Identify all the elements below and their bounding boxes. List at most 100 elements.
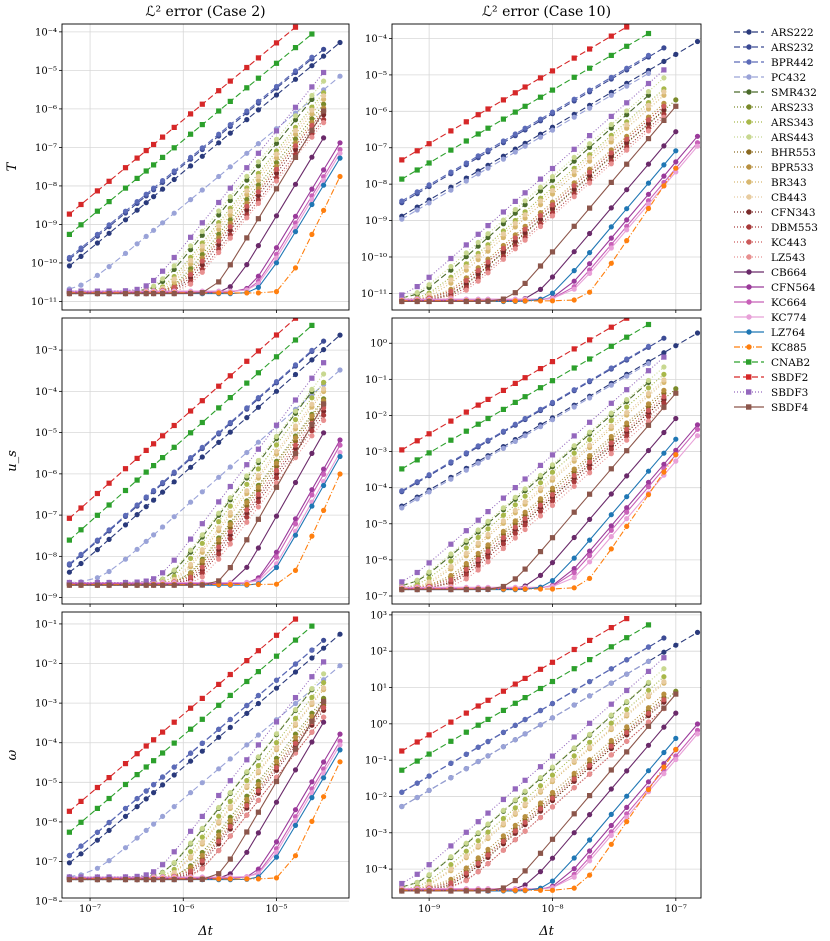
data-point [475, 231, 481, 237]
series-CNAB2 [66, 322, 315, 543]
data-point [645, 723, 652, 729]
data-point [227, 876, 233, 882]
data-point [500, 796, 506, 803]
series-SBDF3 [399, 655, 667, 887]
data-point [463, 587, 469, 593]
data-point [500, 387, 506, 393]
data-point [645, 787, 652, 793]
data-point [608, 534, 614, 540]
data-point [106, 819, 112, 825]
data-point [143, 168, 149, 174]
data-point [244, 380, 250, 386]
data-point [661, 655, 667, 661]
data-point [571, 555, 577, 561]
data-point [292, 516, 299, 522]
data-point [199, 444, 205, 450]
data-point [273, 136, 280, 142]
data-point [399, 198, 405, 204]
data-point [399, 880, 405, 887]
data-point [537, 202, 544, 208]
data-point [188, 261, 194, 267]
data-point [171, 772, 177, 778]
data-point [122, 487, 129, 494]
data-point [571, 286, 577, 292]
data-point [292, 224, 299, 230]
data-point [500, 505, 506, 511]
data-point [321, 794, 327, 800]
data-point [522, 198, 528, 204]
legend-label: ARS232 [770, 42, 814, 54]
data-point [587, 575, 593, 582]
data-point [587, 559, 593, 565]
legend-marker [746, 284, 752, 290]
data-point [188, 750, 194, 756]
data-point [171, 740, 177, 746]
series-ARS443 [66, 78, 327, 295]
data-point [273, 740, 280, 746]
data-point [448, 437, 454, 443]
data-point [587, 744, 593, 750]
data-point [608, 161, 614, 167]
y-tick-label: 10⁻¹ [365, 375, 387, 386]
y-tick-label: 10⁻¹⁰ [361, 252, 387, 263]
legend-label: BR343 [771, 177, 807, 189]
data-point [661, 58, 667, 64]
data-point [216, 838, 222, 844]
data-point [321, 685, 327, 691]
data-point [199, 145, 205, 151]
data-point [522, 280, 528, 286]
x-tick-label: 10⁻⁸ [541, 904, 563, 915]
data-point [255, 545, 261, 551]
data-point [321, 338, 327, 344]
data-point [537, 814, 544, 821]
data-point [273, 422, 280, 428]
series-CFN564 [399, 133, 701, 303]
data-point [273, 289, 280, 295]
series-CB443 [66, 93, 327, 296]
data-point [624, 112, 630, 118]
data-point [171, 804, 177, 810]
data-point [309, 107, 315, 113]
y-tick-label: 10⁰ [370, 719, 387, 730]
data-point [321, 101, 327, 107]
data-point [151, 162, 157, 168]
data-point [475, 722, 481, 728]
data-point [522, 882, 528, 888]
data-point [549, 878, 556, 884]
data-point [571, 509, 577, 515]
data-point [94, 784, 100, 791]
data-point [645, 447, 652, 454]
data-point [448, 263, 454, 270]
data-point [171, 124, 177, 130]
data-point [244, 188, 250, 194]
series-line [401, 109, 665, 301]
data-point [448, 577, 454, 583]
data-point [244, 812, 250, 818]
data-point [645, 161, 652, 167]
data-point [255, 141, 261, 147]
data-point [227, 164, 233, 170]
data-point [244, 702, 250, 708]
data-point [608, 767, 614, 773]
series-CNAB2 [399, 321, 652, 472]
data-point [645, 368, 652, 374]
data-point [485, 716, 491, 722]
data-point [199, 521, 205, 527]
data-point [624, 814, 630, 820]
data-point [143, 469, 149, 475]
y-axis-label: u_s [5, 450, 20, 472]
legend-marker [746, 239, 752, 245]
data-point [475, 563, 481, 569]
x-tick-label: 10⁻⁶ [172, 904, 194, 915]
data-point [571, 456, 577, 462]
data-point [645, 191, 652, 197]
series-BHR553 [66, 108, 327, 295]
data-point [624, 318, 630, 321]
data-point [485, 829, 491, 835]
data-point [537, 263, 544, 269]
data-point [216, 430, 222, 436]
series-CNAB2 [66, 31, 315, 237]
data-point [608, 832, 614, 839]
data-point [273, 875, 280, 881]
series-PC432 [399, 360, 652, 511]
